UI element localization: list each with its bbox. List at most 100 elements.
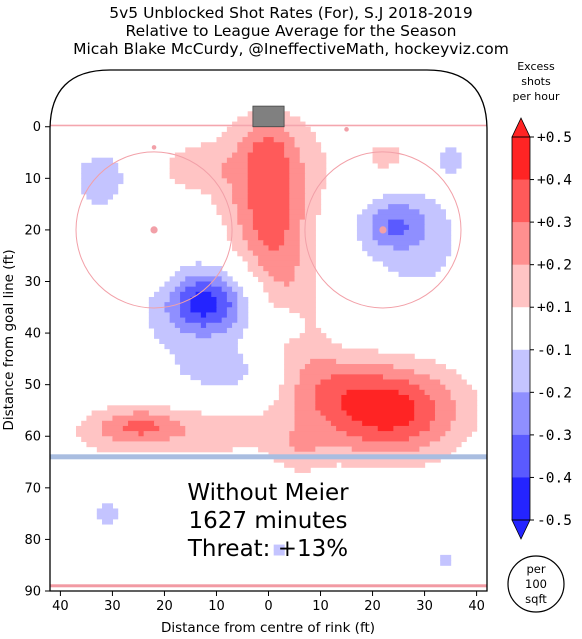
heat-cell — [351, 446, 420, 453]
heat-cell — [408, 394, 431, 401]
heat-cell — [294, 137, 316, 143]
heat-cell — [180, 312, 202, 319]
heat-cell — [226, 178, 249, 185]
faceoff-dot — [150, 226, 158, 234]
heat-cell — [180, 327, 228, 334]
heat-cell — [216, 204, 238, 210]
heat-cell — [278, 394, 296, 401]
title-line-2: Relative to League Average for the Seaso… — [126, 22, 457, 40]
heat-cell — [242, 229, 259, 236]
heat-cell — [247, 240, 264, 246]
heat-cell — [216, 296, 228, 303]
heat-cell — [247, 188, 290, 195]
heat-cell — [289, 441, 431, 448]
heat-cell — [424, 214, 446, 221]
heat-cell — [450, 425, 478, 432]
heat-cell — [289, 198, 306, 205]
heat-cell — [294, 276, 316, 283]
unit-badge-line-3: sqft — [525, 592, 547, 606]
colorbar-tick-label: -0.2 — [537, 385, 572, 401]
heat-cell — [341, 400, 415, 406]
heat-cell — [284, 379, 301, 386]
heat-cell — [315, 394, 342, 401]
heat-cell — [299, 157, 327, 164]
heat-cell — [221, 131, 249, 138]
heat-cell — [86, 415, 114, 422]
heat-cell — [299, 374, 332, 381]
heat-cell — [440, 152, 462, 159]
heat-cell — [294, 415, 327, 422]
heat-cell — [414, 410, 436, 417]
heat-cell — [138, 431, 145, 437]
heat-cell — [174, 178, 228, 185]
heat-cell — [388, 219, 405, 226]
heat-cell — [341, 462, 426, 468]
heat-cell — [263, 266, 296, 272]
heat-cell — [252, 142, 285, 148]
y-tick-label: 0 — [33, 120, 41, 135]
heat-cell — [169, 291, 181, 298]
heat-cell — [232, 198, 249, 205]
heat-cell — [247, 266, 264, 272]
colorbar-title-2: shots — [521, 75, 551, 88]
heat-cell — [81, 183, 119, 190]
heat-cell — [450, 394, 478, 401]
heat-cell — [294, 384, 316, 391]
heat-cell — [221, 219, 238, 226]
heat-cell — [294, 142, 322, 148]
heat-cell — [289, 157, 301, 164]
y-axis: 0 10 20 30 40 50 60 70 80 90 — [24, 120, 50, 600]
heat-cell — [258, 255, 301, 262]
heat-cell — [200, 379, 238, 386]
heat-cell — [200, 312, 207, 319]
heat-cell — [408, 420, 431, 427]
x-tick-label: 20 — [364, 599, 381, 614]
heat-cell — [112, 415, 171, 422]
heat-cell — [388, 224, 410, 231]
heat-cell — [398, 389, 426, 396]
heat-cell — [232, 240, 249, 246]
heat-cell — [148, 410, 202, 417]
heat-cell — [304, 173, 327, 179]
title-line-1: 5v5 Unblocked Shot Rates (For), S.J 2018… — [109, 4, 472, 22]
heat-cell — [315, 389, 348, 396]
heat-cell — [258, 260, 301, 267]
heat-cell — [294, 400, 316, 406]
heat-cell — [252, 147, 285, 154]
heat-cell — [226, 281, 238, 288]
heat-cell — [237, 214, 254, 221]
heat-cell — [304, 178, 327, 185]
heat-cell — [299, 245, 316, 252]
heat-cell — [232, 183, 249, 190]
heat-cell — [289, 219, 301, 226]
heat-cell — [190, 307, 218, 314]
x-axis: 40 30 20 10 0 10 20 30 40 — [52, 591, 485, 614]
heat-cell — [242, 255, 259, 262]
heat-cell — [455, 410, 478, 417]
heat-cell — [440, 436, 467, 443]
heat-cell — [382, 374, 431, 381]
heat-cell — [372, 198, 436, 205]
heat-cell — [258, 446, 296, 453]
heat-cell — [419, 209, 446, 216]
heat-cell — [180, 291, 197, 298]
y-tick-label: 80 — [24, 533, 41, 548]
heat-cell — [299, 369, 415, 375]
unit-badge: per 100 sqft — [507, 555, 565, 613]
heat-cell — [180, 420, 296, 427]
heat-cell — [232, 152, 249, 159]
heat-cell — [455, 415, 478, 422]
heat-cell — [206, 312, 228, 319]
heat-cell — [174, 286, 186, 293]
heat-cell — [76, 431, 103, 437]
heat-cell — [237, 209, 254, 216]
heat-cell — [102, 425, 124, 432]
heat-cell — [273, 544, 285, 551]
heat-cell — [221, 168, 249, 174]
heat-cell — [434, 415, 457, 422]
heat-cell — [388, 266, 441, 272]
heat-cell — [356, 224, 374, 231]
annotation-line-3: Threat: +13% — [187, 536, 348, 562]
heat-cell — [414, 400, 436, 406]
heat-cell — [148, 322, 176, 329]
